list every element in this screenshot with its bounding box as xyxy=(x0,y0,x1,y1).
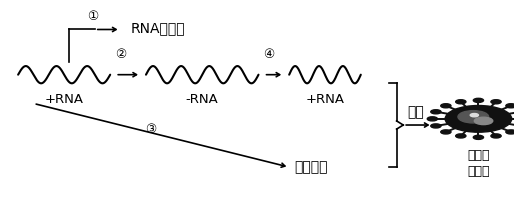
Text: +RNA: +RNA xyxy=(44,93,84,106)
Text: ③: ③ xyxy=(145,123,157,136)
Text: +RNA: +RNA xyxy=(306,93,344,106)
Circle shape xyxy=(516,124,517,128)
Text: -RNA: -RNA xyxy=(186,93,219,106)
Circle shape xyxy=(427,117,437,121)
Text: 装配: 装配 xyxy=(407,106,423,120)
Circle shape xyxy=(458,111,489,123)
Text: 外壳蛋白: 外壳蛋白 xyxy=(294,160,328,174)
Circle shape xyxy=(506,104,516,108)
Circle shape xyxy=(431,124,441,128)
Circle shape xyxy=(491,100,501,104)
Text: RNA复制酶: RNA复制酶 xyxy=(131,22,185,35)
Circle shape xyxy=(506,130,516,134)
Circle shape xyxy=(441,104,451,108)
Circle shape xyxy=(441,130,451,134)
Text: ④: ④ xyxy=(263,48,275,61)
Text: ②: ② xyxy=(115,48,126,61)
Circle shape xyxy=(491,134,501,138)
Text: ①: ① xyxy=(87,10,98,23)
Text: 新型冠
状病毒: 新型冠 状病毒 xyxy=(467,149,490,178)
Circle shape xyxy=(431,110,441,114)
Circle shape xyxy=(473,98,483,102)
Circle shape xyxy=(516,110,517,114)
Circle shape xyxy=(455,100,466,104)
Circle shape xyxy=(455,134,466,138)
Circle shape xyxy=(445,106,512,132)
Circle shape xyxy=(474,117,493,125)
Circle shape xyxy=(473,135,483,139)
Circle shape xyxy=(470,114,478,117)
